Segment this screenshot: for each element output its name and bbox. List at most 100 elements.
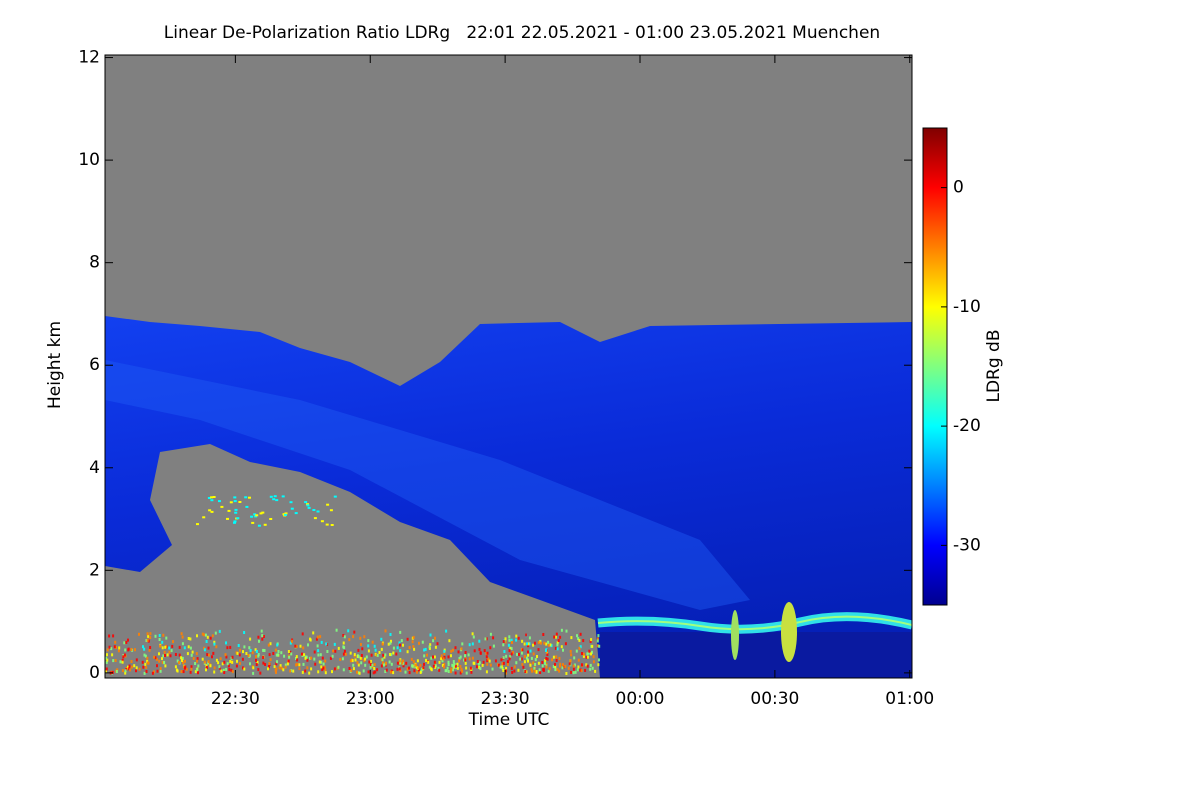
noise-pixel: [301, 652, 303, 656]
noise-pixel: [364, 663, 367, 667]
noise-pixel: [429, 643, 432, 647]
noise-pixel: [218, 500, 221, 503]
noise-pixel: [367, 670, 370, 674]
noise-pixel: [564, 642, 567, 646]
cloud-core: [597, 615, 912, 631]
noise-pixel: [396, 661, 399, 665]
noise-pixel: [165, 636, 168, 640]
noise-pixel: [127, 647, 130, 651]
noise-pixel: [194, 662, 197, 665]
noise-pixel: [349, 651, 352, 655]
noise-pixel: [263, 523, 267, 526]
noise-pixel: [484, 637, 487, 641]
noise-pixel: [582, 654, 585, 658]
noise-pixel: [547, 669, 550, 673]
noise-pixel: [225, 655, 228, 659]
noise-pixel: [596, 644, 599, 648]
noise-pixel: [589, 663, 592, 667]
noise-pixel: [236, 659, 238, 663]
noise-pixel: [450, 654, 452, 658]
noise-pixel: [180, 670, 183, 673]
noise-pixel: [465, 671, 468, 675]
noise-pixel: [138, 667, 141, 671]
noise-pixel: [478, 647, 481, 651]
noise-pixel: [582, 639, 585, 643]
noise-pixel: [352, 667, 355, 671]
noise-pixel: [112, 634, 115, 638]
noise-pixel: [277, 650, 280, 653]
noise-pixel: [525, 656, 528, 660]
noise-pixel: [218, 629, 221, 633]
noise-pixel: [287, 659, 290, 663]
noise-pixel: [586, 664, 589, 668]
noise-pixel: [577, 658, 580, 662]
noise-pixel: [598, 658, 600, 662]
noise-pixel: [470, 670, 473, 674]
noise-pixel: [142, 665, 145, 669]
noise-pixel: [333, 667, 336, 671]
noise-pixel: [159, 669, 162, 673]
noise-pixel: [532, 643, 535, 647]
noise-pixel: [531, 669, 534, 673]
noise-pixel: [267, 643, 270, 647]
noise-pixel: [465, 666, 468, 670]
noise-pixel: [443, 665, 445, 669]
noise-pixel: [471, 632, 474, 636]
noise-pixel: [215, 658, 218, 662]
noise-pixel: [452, 668, 454, 672]
noise-pixel: [577, 637, 580, 641]
noise-pixel: [220, 669, 223, 673]
noise-pixel: [180, 656, 183, 660]
noise-pixel: [144, 654, 147, 658]
noise-pixel: [279, 664, 282, 668]
noise-pixel: [475, 665, 478, 669]
noise-pixel: [310, 656, 313, 660]
noise-pixel: [352, 663, 355, 667]
noise-pixel: [554, 665, 557, 669]
noise-pixel: [353, 630, 356, 634]
noise-pixel: [579, 632, 582, 636]
noise-pixel: [181, 656, 184, 660]
noise-pixel: [572, 671, 575, 675]
noise-pixel: [585, 663, 588, 667]
noise-pixel: [299, 644, 302, 648]
noise-pixel: [568, 662, 571, 666]
noise-pixel: [242, 650, 244, 654]
noise-pixel: [143, 671, 146, 675]
noise-pixel: [335, 628, 338, 632]
noise-pixel: [190, 667, 193, 671]
noise-pixel: [106, 658, 109, 662]
noise-pixel: [425, 658, 427, 662]
noise-pixel: [343, 649, 346, 653]
noise-pixel: [387, 642, 390, 646]
noise-pixel: [423, 648, 426, 652]
noise-pixel: [448, 639, 451, 643]
noise-pixel: [486, 651, 489, 655]
noise-pixel: [486, 662, 489, 666]
noise-pixel: [399, 649, 402, 653]
noise-pixel: [207, 660, 210, 664]
noise-pixel: [520, 657, 523, 661]
noise-pixel: [326, 503, 330, 506]
noise-pixel: [522, 665, 525, 669]
noise-pixel: [479, 651, 482, 655]
noise-pixel: [485, 637, 488, 641]
noise-pixel: [580, 669, 583, 673]
noise-pixel: [146, 656, 149, 660]
noise-pixel: [556, 641, 559, 645]
noise-pixel: [105, 667, 108, 671]
noise-pixel: [161, 657, 163, 661]
noise-pixel: [115, 670, 118, 673]
noise-pixel: [262, 656, 265, 659]
noise-pixel: [251, 651, 254, 655]
noise-pixel: [521, 663, 524, 666]
noise-pixel: [576, 634, 578, 638]
chart-title: Linear De-Polarization Ratio LDRg 22:01 …: [164, 23, 880, 43]
noise-pixel: [528, 636, 531, 640]
noise-pixel: [384, 653, 387, 657]
noise-pixel: [556, 643, 559, 647]
noise-pixel: [591, 644, 594, 648]
noise-pixel: [526, 642, 528, 646]
noise-pixel: [562, 648, 564, 652]
noise-pixel: [189, 670, 192, 674]
